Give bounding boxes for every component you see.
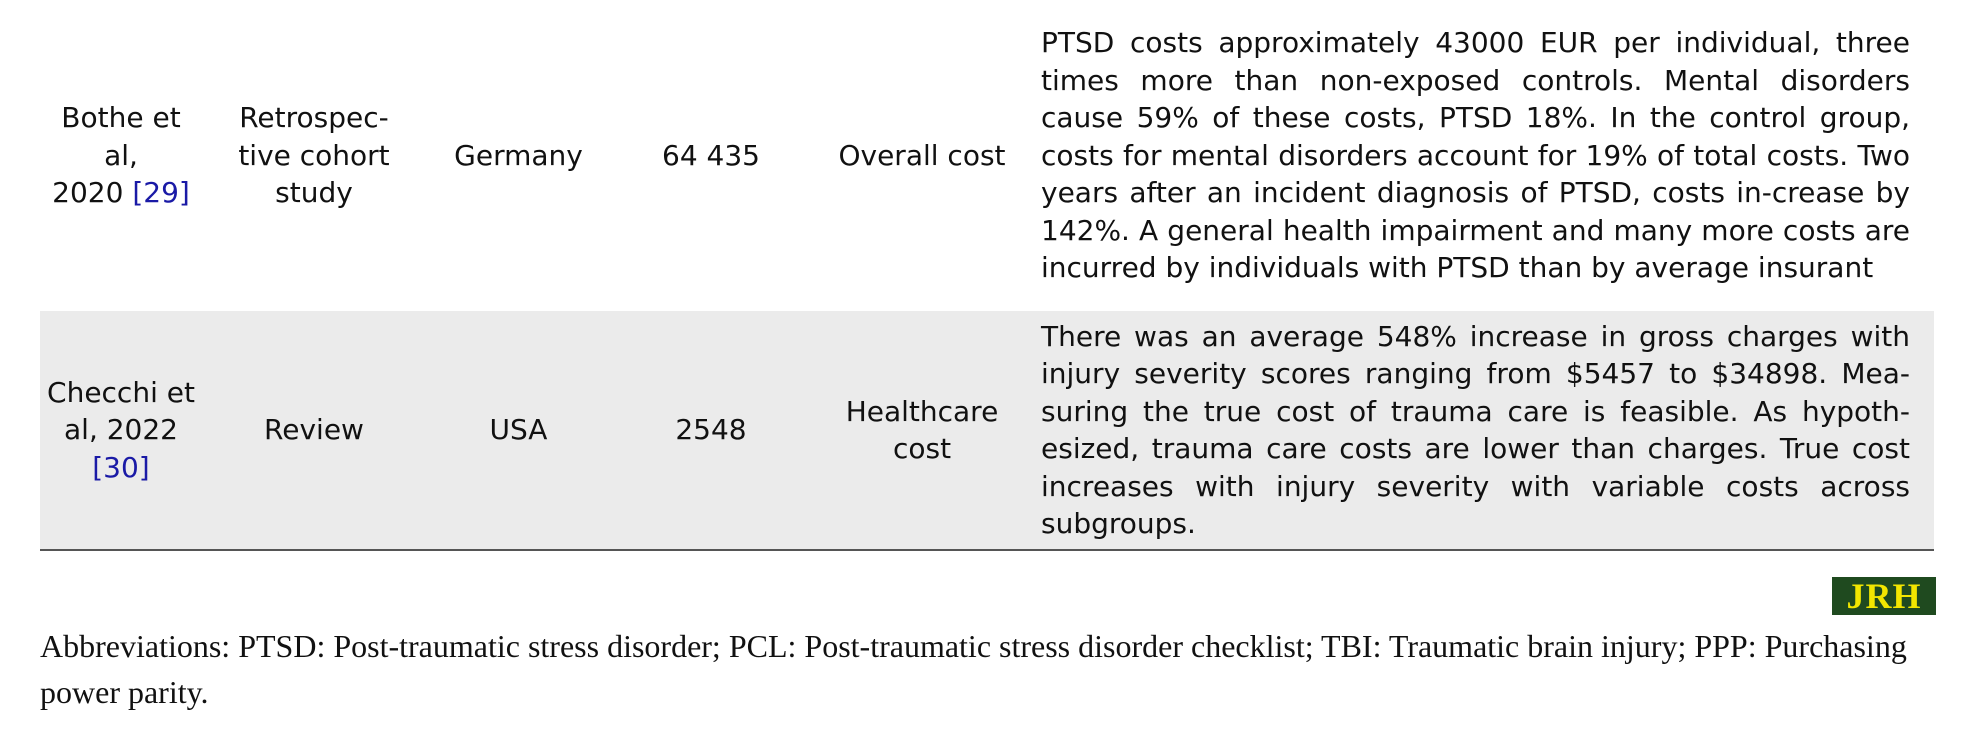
- author-name: Bothe et al,: [61, 101, 181, 172]
- study-design-cell: Review: [202, 311, 426, 551]
- table-row: Checchi et al, 2022 [30] Review USA 2548…: [40, 311, 1934, 551]
- author-cell: Checchi et al, 2022 [30]: [40, 311, 202, 551]
- findings-cell: PTSD costs approximately 43000 EUR per i…: [1041, 26, 1910, 285]
- table-footnote: Abbreviations: PTSD: Post-traumatic stre…: [40, 628, 1907, 710]
- cost-type-cell: Overall cost: [838, 138, 1006, 172]
- journal-logo: JRH: [1832, 577, 1936, 615]
- sample-size-cell: 64 435: [662, 138, 760, 172]
- study-design-text: Retrospec-: [239, 101, 389, 135]
- author-year: al, 2022: [64, 413, 178, 447]
- cost-type-cell: Healthcare cost: [811, 311, 1033, 551]
- reference-link[interactable]: [29]: [132, 176, 190, 210]
- table-row: Bothe et al, 2020 [29] Retrospec- tive c…: [40, 0, 1934, 311]
- country-cell: Germany: [454, 138, 583, 172]
- author-year: 2020: [52, 176, 124, 210]
- sample-size-cell: 2548: [611, 311, 811, 551]
- logo-text: JRH: [1847, 577, 1922, 615]
- country-cell: USA: [426, 311, 611, 551]
- logo-background: [1832, 577, 1936, 615]
- study-design-cell: Retrospec- tive cohort study: [202, 0, 426, 311]
- author-cell: Bothe et al, 2020 [29]: [40, 0, 202, 311]
- study-design-text: study: [275, 176, 353, 210]
- data-table-container: Bothe et al, 2020 [29] Retrospec- tive c…: [40, 0, 1934, 551]
- findings-cell: There was an average 548% increase in gr…: [1033, 311, 1934, 551]
- study-table: Bothe et al, 2020 [29] Retrospec- tive c…: [40, 0, 1934, 551]
- reference-link[interactable]: [30]: [92, 450, 150, 484]
- study-design-text: tive cohort: [238, 138, 390, 172]
- author-name: Checchi et: [47, 375, 195, 409]
